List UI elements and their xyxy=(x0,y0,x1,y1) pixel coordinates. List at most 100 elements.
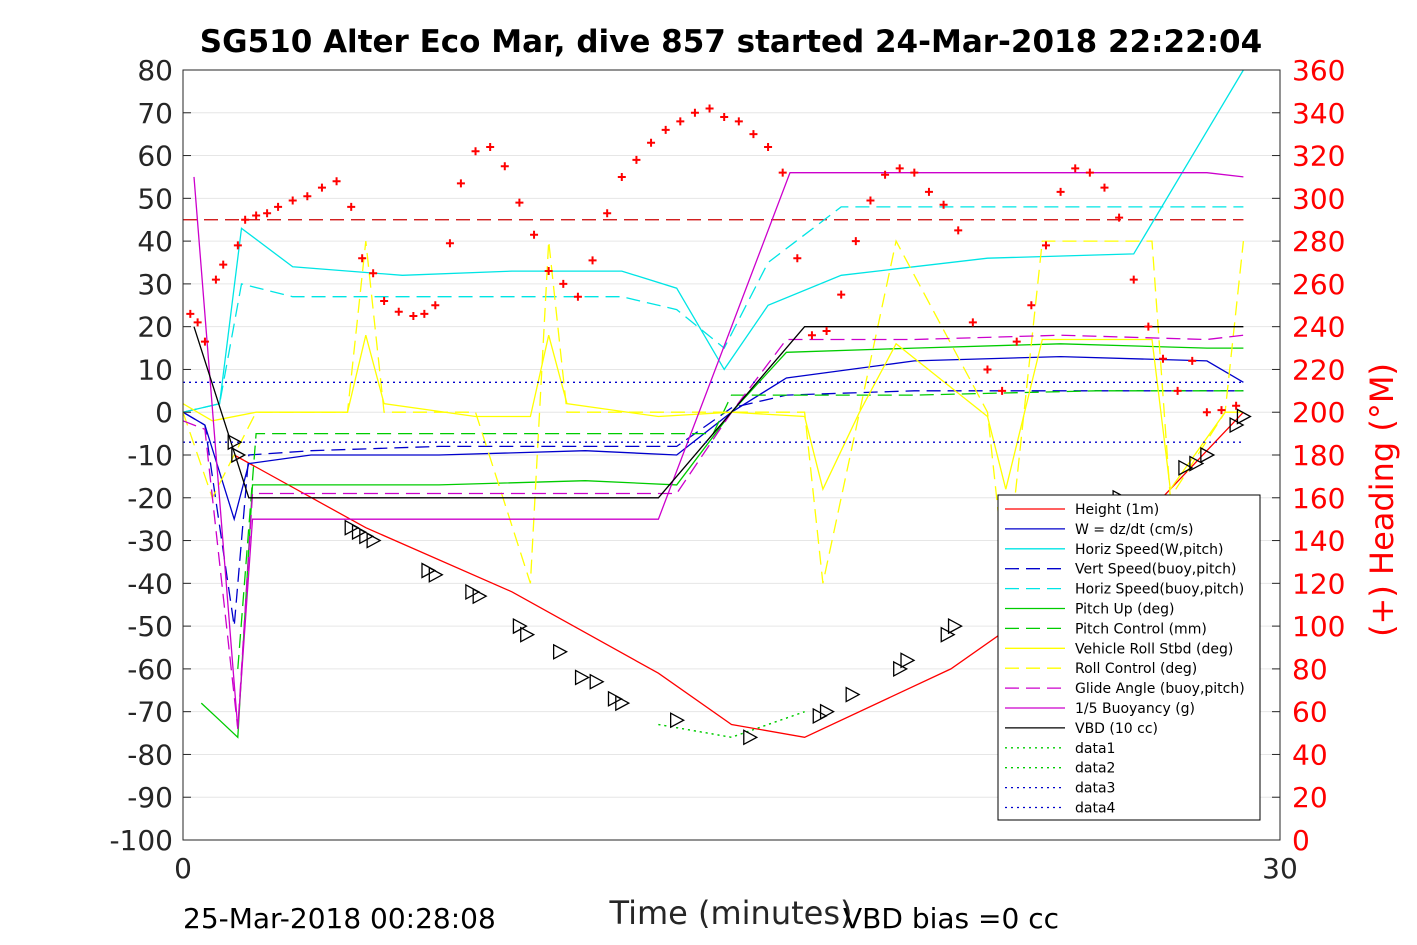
heading-marker xyxy=(1041,241,1050,250)
heading-marker xyxy=(1202,408,1211,417)
depth-marker xyxy=(1178,459,1194,476)
legend-label: W = dz/dt (cm/s) xyxy=(1075,522,1194,538)
left-tick-label: 50 xyxy=(137,182,173,215)
right-tick-label: 260 xyxy=(1292,268,1345,301)
heading-marker xyxy=(690,108,699,117)
heading-marker xyxy=(544,267,553,276)
depth-marker xyxy=(231,446,247,464)
right-tick-label: 100 xyxy=(1292,610,1345,643)
heading-marker xyxy=(881,170,890,179)
heading-marker xyxy=(807,331,816,340)
series-line-1 xyxy=(182,355,1244,522)
left-tick-label: -20 xyxy=(127,482,173,515)
footer-vbd-bias: VBD bias =0 cc xyxy=(843,902,1059,935)
heading-marker xyxy=(358,254,367,263)
heading-marker xyxy=(603,209,612,218)
chart-title: SG510 Alter Eco Mar, dive 857 started 24… xyxy=(200,24,1262,60)
heading-marker xyxy=(837,290,846,299)
heading-marker xyxy=(778,168,787,177)
heading-marker xyxy=(1217,406,1226,415)
right-tick-label: 340 xyxy=(1292,97,1345,130)
right-tick-label: 0 xyxy=(1292,824,1310,857)
heading-marker xyxy=(559,279,568,288)
right-tick-label: 180 xyxy=(1292,439,1345,472)
heading-marker xyxy=(1027,301,1036,310)
legend-label: 1/5 Buoyancy (g) xyxy=(1075,701,1195,717)
heading-marker xyxy=(1144,322,1153,331)
heading-marker xyxy=(1085,168,1094,177)
depth-marker xyxy=(512,618,528,635)
right-tick-label: 80 xyxy=(1292,653,1328,686)
heading-marker xyxy=(676,117,685,126)
depth-marker xyxy=(428,566,444,583)
footer-timestamp: 25-Mar-2018 00:28:08 xyxy=(183,902,496,935)
heading-marker xyxy=(515,198,524,207)
heading-marker xyxy=(1129,275,1138,284)
legend-label: data2 xyxy=(1075,761,1115,777)
series-line-3 xyxy=(182,390,1244,627)
depth-marker xyxy=(670,712,686,729)
series-layer xyxy=(182,69,1245,739)
legend-label: VBD (10 cc) xyxy=(1075,721,1158,737)
left-tick-label: -10 xyxy=(127,439,173,472)
heading-marker xyxy=(369,269,378,278)
heading-marker xyxy=(186,309,195,318)
heading-marker xyxy=(734,117,743,126)
right-axis-label: (+) Heading (°M) xyxy=(1363,363,1401,637)
series-line-4 xyxy=(182,206,1244,413)
heading-marker xyxy=(705,104,714,113)
left-tick-label: -100 xyxy=(109,824,173,857)
right-tick-label: 220 xyxy=(1292,353,1345,386)
right-tick-label: 320 xyxy=(1292,140,1345,173)
heading-marker xyxy=(1115,213,1124,222)
right-tick-label: 300 xyxy=(1292,182,1345,215)
right-tick-label: 60 xyxy=(1292,696,1328,729)
depth-marker xyxy=(1189,455,1205,472)
heading-marker xyxy=(471,147,480,156)
depth-marker xyxy=(615,695,631,712)
left-tick-label: 20 xyxy=(137,311,173,344)
right-tick-label: 160 xyxy=(1292,482,1345,515)
heading-marker xyxy=(851,237,860,246)
series-line-10 xyxy=(193,172,1244,729)
heading-marker xyxy=(1232,401,1241,410)
series-line-2 xyxy=(182,69,1244,413)
depth-marker xyxy=(520,626,536,643)
left-tick-label: 30 xyxy=(137,268,173,301)
heading-marker xyxy=(1158,354,1167,363)
heading-marker xyxy=(1173,386,1182,395)
left-tick-label: -40 xyxy=(127,567,173,600)
depth-marker xyxy=(607,690,623,707)
heading-marker xyxy=(1100,183,1109,192)
heading-marker xyxy=(720,113,729,122)
heading-marker xyxy=(983,365,992,374)
depth-marker xyxy=(227,434,243,451)
right-tick-label: 280 xyxy=(1292,225,1345,258)
heading-marker xyxy=(431,301,440,310)
right-tick-label: 240 xyxy=(1292,311,1345,344)
left-tick-label: 60 xyxy=(137,140,173,173)
heading-marker xyxy=(274,202,283,211)
series-line-13 xyxy=(658,711,805,738)
heading-marker xyxy=(500,162,509,171)
left-axis: 80 70 60 50 40 30 20 10 0 -10 -20 -30 -40 -50 -60 -70 -8… xyxy=(109,54,191,857)
heading-marker xyxy=(588,256,597,265)
heading-marker xyxy=(394,307,403,316)
heading-marker xyxy=(998,386,1007,395)
legend-label: data4 xyxy=(1075,801,1116,817)
depth-marker xyxy=(1236,408,1252,425)
heading-marker xyxy=(303,192,312,201)
heading-marker xyxy=(420,309,429,318)
depth-marker xyxy=(845,686,861,703)
heading-marker xyxy=(910,168,919,177)
right-tick-label: 40 xyxy=(1292,738,1328,771)
heading-marker xyxy=(1056,187,1065,196)
heading-marker xyxy=(939,200,948,209)
heading-marker xyxy=(954,226,963,235)
heading-marker xyxy=(445,239,454,248)
heading-marker xyxy=(573,292,582,301)
series-line-11 xyxy=(193,326,1244,499)
left-tick-label: 0 xyxy=(155,396,173,429)
legend: Height (1m) W = dz/dt (cm/s) Horiz Speed(W… xyxy=(997,494,1261,821)
heading-marker xyxy=(968,318,977,327)
